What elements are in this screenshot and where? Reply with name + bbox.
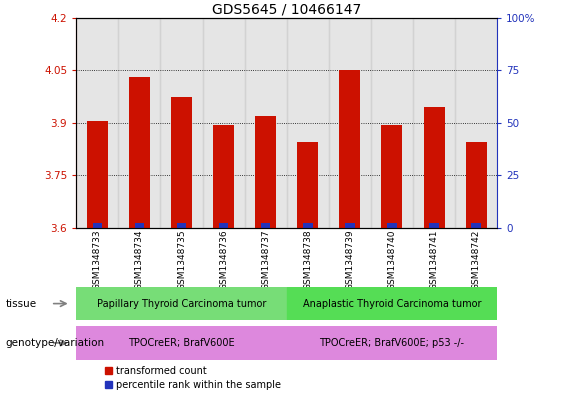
Bar	[429, 223, 439, 228]
Bar	[424, 107, 445, 228]
Bar	[287, 18, 329, 228]
Text: genotype/variation: genotype/variation	[6, 338, 105, 348]
Bar	[93, 223, 102, 228]
Bar	[381, 125, 402, 228]
Bar	[245, 18, 287, 228]
Bar	[466, 142, 486, 228]
Bar	[171, 97, 192, 228]
Text: Papillary Thyroid Carcinoma tumor: Papillary Thyroid Carcinoma tumor	[97, 299, 266, 309]
Bar	[119, 18, 160, 228]
Bar	[340, 70, 360, 228]
Text: TPOCreER; BrafV600E: TPOCreER; BrafV600E	[128, 338, 235, 348]
Bar	[213, 125, 234, 228]
Bar	[160, 18, 202, 228]
Text: percentile rank within the sample: percentile rank within the sample	[116, 380, 281, 390]
Title: GDS5645 / 10466147: GDS5645 / 10466147	[212, 2, 362, 17]
Bar	[471, 223, 481, 228]
Bar	[177, 223, 186, 228]
Bar	[134, 223, 144, 228]
Bar	[303, 223, 312, 228]
Bar	[287, 326, 497, 360]
Bar	[76, 326, 287, 360]
Bar	[329, 18, 371, 228]
Bar	[255, 116, 276, 228]
Text: transformed count: transformed count	[116, 365, 207, 376]
Bar	[219, 223, 228, 228]
Bar	[87, 121, 108, 228]
Bar	[371, 18, 413, 228]
Bar	[287, 287, 497, 320]
Bar	[261, 223, 271, 228]
Bar	[345, 223, 355, 228]
Bar	[455, 18, 497, 228]
Text: Anaplastic Thyroid Carcinoma tumor: Anaplastic Thyroid Carcinoma tumor	[303, 299, 481, 309]
Bar	[387, 223, 397, 228]
Bar	[129, 77, 150, 228]
Bar	[413, 18, 455, 228]
Bar	[76, 287, 287, 320]
Text: TPOCreER; BrafV600E; p53 -/-: TPOCreER; BrafV600E; p53 -/-	[319, 338, 464, 348]
Bar	[76, 18, 119, 228]
Bar	[202, 18, 245, 228]
Bar	[297, 142, 318, 228]
Text: tissue: tissue	[6, 299, 37, 309]
